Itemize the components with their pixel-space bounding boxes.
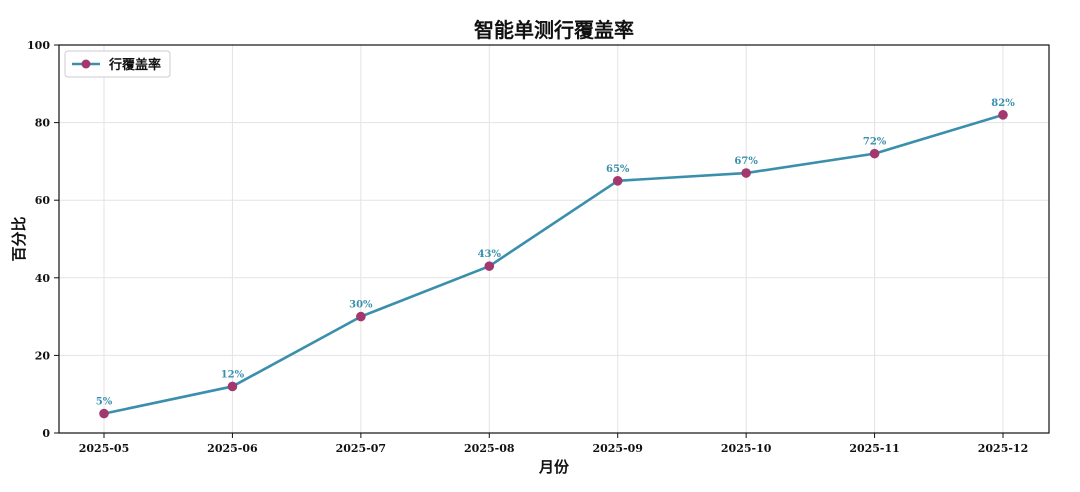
legend-entry-label: 行覆盖率 [108, 57, 161, 73]
x-tick-label: 2025-09 [592, 442, 643, 455]
data-point-marker [484, 261, 495, 271]
x-axis-title: 月份 [538, 458, 570, 476]
legend-box [64, 50, 171, 78]
y-tick-label: 100 [27, 39, 50, 52]
chart-title: 智能单测行覆盖率 [474, 18, 634, 42]
y-axis-title: 百分比 [10, 216, 28, 261]
data-point-marker [741, 168, 751, 178]
y-tick-label: 20 [35, 349, 51, 362]
y-tick-label: 80 [35, 117, 51, 130]
plot-area-frame [58, 44, 1050, 434]
x-tick-label: 2025-08 [464, 442, 515, 455]
data-label: 67% [734, 156, 758, 167]
x-tick-label: 2025-07 [336, 442, 387, 455]
data-point-marker [227, 381, 238, 392]
y-tick-label: 60 [35, 194, 51, 207]
x-tick-label: 2025-12 [978, 442, 1029, 455]
x-tick-label: 2025-10 [721, 442, 772, 455]
series-line [103, 113, 1004, 415]
x-tick-label: 2025-11 [849, 442, 900, 455]
y-axis: 0 20 40 60 80 100 [27, 39, 59, 440]
data-point-marker [612, 176, 623, 186]
grid [59, 44, 1049, 434]
data-label: 82% [991, 98, 1015, 109]
x-axis: 2025-05 2025-06 2025-07 2025-08 2025-09 2025-… [79, 433, 1029, 455]
legend-marker-swatch [81, 59, 91, 69]
data-label: 65% [606, 164, 630, 175]
data-point-marker [998, 110, 1008, 120]
data-label: 43% [478, 249, 502, 260]
data-label: 5% [96, 397, 113, 408]
legend: 行覆盖率 [64, 50, 171, 78]
data-point-marker [99, 408, 109, 419]
x-tick-label: 2025-05 [79, 442, 130, 455]
data-label: 12% [221, 369, 245, 380]
data-point-marker [356, 311, 366, 322]
data-label: 72% [863, 137, 887, 148]
x-tick-label: 2025-06 [207, 442, 258, 455]
y-tick-label: 0 [42, 427, 50, 440]
series-line-coverage: 5% 12% 30% 43% 65% 67% 72% 82% [96, 98, 1015, 419]
data-point-marker [869, 148, 880, 159]
y-tick-label: 40 [35, 272, 51, 285]
data-label: 30% [349, 300, 373, 311]
